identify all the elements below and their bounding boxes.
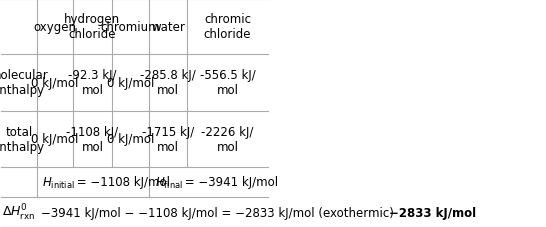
Text: -1715 kJ/
mol: -1715 kJ/ mol [142, 125, 194, 153]
Text: oxygen: oxygen [33, 21, 76, 34]
Text: -2226 kJ/
mol: -2226 kJ/ mol [201, 125, 254, 153]
Text: molecular
enthalpy: molecular enthalpy [0, 69, 48, 97]
Text: water: water [151, 21, 185, 34]
Text: $H_{\mathrm{initial}}$: $H_{\mathrm{initial}}$ [42, 175, 75, 190]
Text: −2833 kJ/mol: −2833 kJ/mol [389, 206, 476, 219]
Text: 0 kJ/mol: 0 kJ/mol [31, 133, 79, 146]
Text: chromic
chloride: chromic chloride [204, 13, 251, 41]
Text: -556.5 kJ/
mol: -556.5 kJ/ mol [200, 69, 256, 97]
Text: −3941 kJ/mol − −1108 kJ/mol = −2833 kJ/mol (exothermic): −3941 kJ/mol − −1108 kJ/mol = −2833 kJ/m… [41, 206, 394, 219]
Text: $H_{\mathrm{final}}$: $H_{\mathrm{final}}$ [155, 175, 182, 190]
Text: 0 kJ/mol: 0 kJ/mol [107, 133, 154, 146]
Text: = −1108 kJ/mol: = −1108 kJ/mol [73, 176, 170, 189]
Text: -92.3 kJ/
mol: -92.3 kJ/ mol [68, 69, 117, 97]
Text: = −3941 kJ/mol: = −3941 kJ/mol [181, 176, 278, 189]
Text: 0 kJ/mol: 0 kJ/mol [31, 76, 79, 89]
Text: chromium: chromium [100, 21, 161, 34]
Text: 0 kJ/mol: 0 kJ/mol [107, 76, 154, 89]
Text: -1108 kJ/
mol: -1108 kJ/ mol [67, 125, 118, 153]
Text: total
enthalpy: total enthalpy [0, 125, 45, 153]
Text: hydrogen
chloride: hydrogen chloride [64, 13, 121, 41]
Text: -285.8 kJ/
mol: -285.8 kJ/ mol [140, 69, 196, 97]
Text: $\Delta H^{0}_{\mathrm{rxn}}$: $\Delta H^{0}_{\mathrm{rxn}}$ [2, 202, 35, 222]
